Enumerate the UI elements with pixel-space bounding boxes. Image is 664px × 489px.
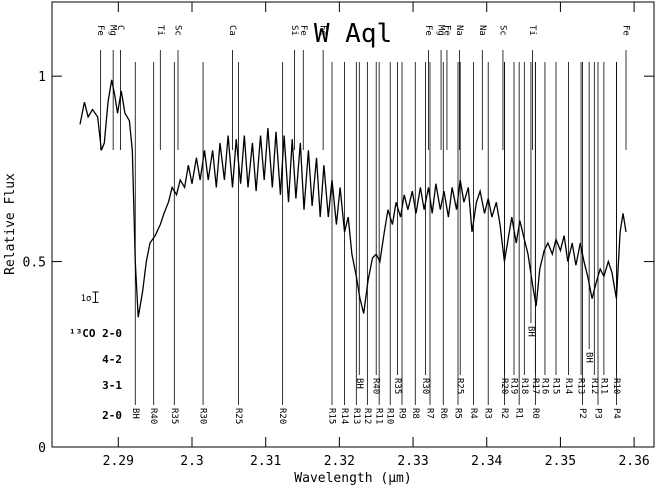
chart-title: W Aql: [314, 19, 392, 49]
y-tick-label: 0.5: [23, 256, 46, 271]
x-tick-label: 2.31: [250, 454, 281, 469]
line-id-label: Ti: [527, 25, 537, 36]
x-tick-label: 2.36: [618, 454, 649, 469]
x-tick-label: 2.34: [471, 454, 502, 469]
co-line-label: R20: [499, 378, 509, 394]
x-tick-label: 2.29: [103, 454, 134, 469]
band-label: 3-1: [102, 379, 122, 392]
co-line-label: R30: [198, 408, 208, 424]
line-id-label: C: [115, 25, 125, 30]
co-line-label: P4: [611, 408, 621, 419]
line-id-label: Fe: [318, 25, 328, 36]
co-line-label: R20: [277, 408, 287, 424]
co-line-label: R11: [374, 408, 384, 424]
line-id-label: Fe: [423, 25, 433, 36]
co-line-label: BH: [354, 378, 364, 389]
line-id-label: Na: [454, 25, 464, 36]
line-id-label: Sc: [173, 25, 183, 36]
x-tick-label: 2.32: [324, 454, 355, 469]
co-line-label: R10: [385, 408, 395, 424]
y-tick-label: 1: [38, 70, 46, 85]
band-label: ¹³CO 2-0: [69, 327, 122, 340]
y-axis-label: Relative Flux: [3, 173, 18, 275]
co-line-label: R35: [169, 408, 179, 424]
line-id-label: Mg: [436, 25, 446, 36]
co-line-label: R2: [499, 408, 509, 419]
co-line-label: R35: [392, 378, 402, 394]
co-line-label: R1: [514, 408, 524, 419]
band-label: 4-2: [102, 353, 122, 366]
co-line-label: R13: [576, 378, 586, 394]
band-label: 2-0: [102, 409, 122, 422]
co-line-label: R8: [410, 408, 420, 419]
co-line-label: R40: [371, 378, 381, 394]
co-line-label: R10: [611, 378, 621, 394]
co-line-label: R16: [539, 378, 549, 394]
co-line-label: P3: [593, 408, 603, 419]
line-id-label: Ca: [227, 25, 237, 36]
co-line-label: R11: [598, 378, 608, 394]
error-bar: [92, 291, 99, 303]
spectrum: [79, 79, 627, 318]
co-line-label: R15: [327, 408, 337, 424]
co-line-label: R3: [483, 408, 493, 419]
x-axis-label: Wavelength (μm): [294, 471, 411, 486]
line-id-label: Na: [477, 25, 487, 36]
co-line-label: R30: [420, 378, 430, 394]
co-line-label: R6: [438, 408, 448, 419]
co-line-label: R14: [339, 408, 349, 424]
line-id-label: Fe: [621, 25, 631, 36]
co-line-label: R7: [425, 408, 435, 419]
co-line-label: P2: [577, 408, 587, 419]
co-line-label: R25: [455, 378, 465, 394]
co-line-label: R15: [551, 378, 561, 394]
y-tick-label: 0: [38, 441, 46, 456]
co-line-label: BH: [525, 326, 535, 337]
x-tick-label: 2.33: [397, 454, 428, 469]
x-tick-label: 2.3: [180, 454, 203, 469]
co-line-label: BH: [584, 352, 594, 363]
co-line-label: R18: [519, 378, 529, 394]
error-bar-label: 1σ: [81, 294, 92, 304]
co-line-label: R9: [397, 408, 407, 419]
co-line-label: R40: [148, 408, 158, 424]
line-id-label: Fe: [298, 25, 308, 36]
co-line-label: R19: [509, 378, 519, 394]
co-line-label: R12: [589, 378, 599, 394]
line-id-label: Mg: [108, 25, 118, 36]
co-line-label: R25: [233, 408, 243, 424]
x-tick-label: 2.35: [545, 454, 576, 469]
co-line-label: R17: [530, 378, 540, 394]
co-line-label: R12: [362, 408, 372, 424]
co-line-label: R13: [351, 408, 361, 424]
co-line-label: R14: [563, 378, 573, 394]
co-line-label: R4: [468, 408, 478, 419]
line-id-label: Sc: [497, 25, 507, 36]
co-line-label: R0: [530, 408, 540, 419]
co-line-label: BH: [130, 408, 140, 419]
plot-frame: [51, 1, 655, 448]
line-id-label: Si: [289, 25, 299, 36]
line-id-label: Ti: [155, 25, 165, 36]
line-id-label: Fe: [95, 25, 105, 36]
line-id-label: Fe: [441, 25, 451, 36]
co-line-label: R5: [453, 408, 463, 419]
